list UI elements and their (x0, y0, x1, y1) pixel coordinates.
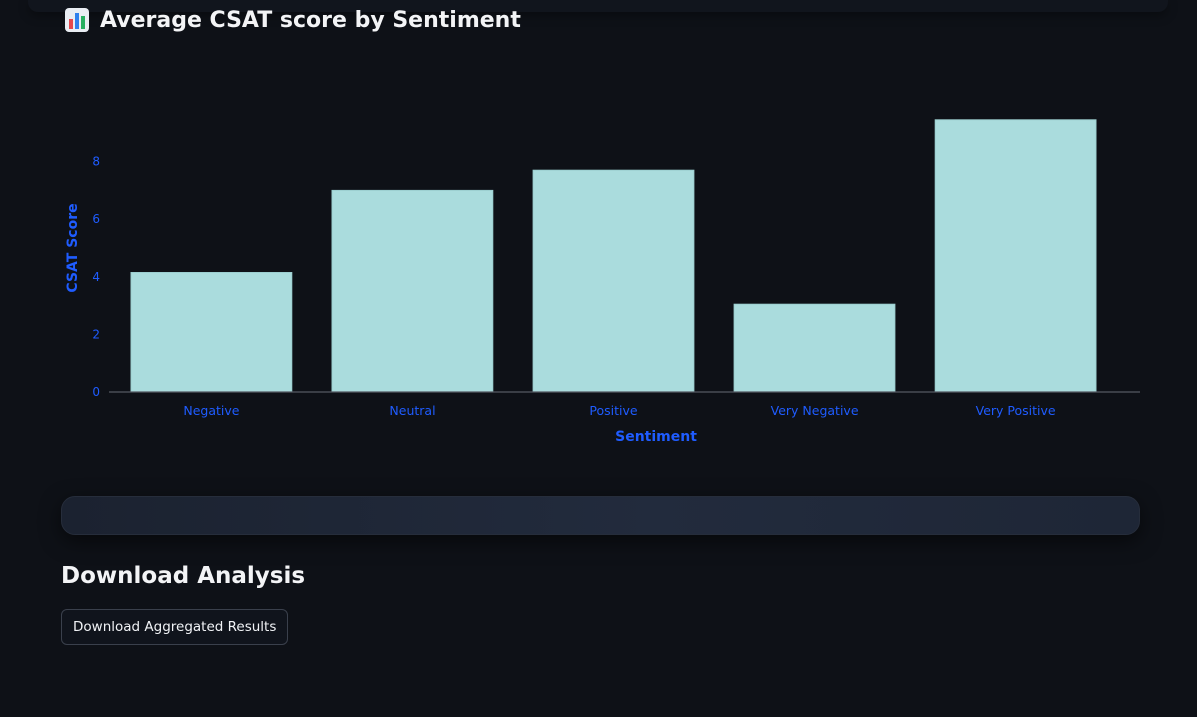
x-tick-label: Very Positive (976, 403, 1056, 418)
bar-chart-icon (64, 7, 90, 33)
bar-very-negative (733, 303, 896, 393)
y-tick-label: 2 (92, 327, 100, 341)
y-tick-label: 6 (92, 212, 100, 226)
bar-negative (130, 272, 293, 393)
x-tick-label: Very Negative (771, 403, 859, 418)
x-tick-label: Neutral (389, 403, 435, 418)
section-heading-download: Download Analysis (61, 563, 306, 589)
chart-container: Negative Neutral Positive Very Negative Very… (65, 119, 1140, 445)
top-bar (28, 0, 1168, 12)
empty-card (61, 496, 1140, 535)
x-tick-label: Negative (183, 403, 239, 418)
y-tick-label: 0 (92, 385, 100, 399)
download-aggregated-results-button[interactable]: Download Aggregated Results (61, 609, 289, 645)
bar-positive (532, 169, 695, 393)
x-tick-label: Positive (589, 403, 637, 418)
y-axis-title: CSAT Score (65, 203, 81, 292)
y-tick-label: 8 (92, 155, 100, 169)
bar-chart: Negative Neutral Positive Very Negative Very… (65, 119, 1140, 445)
y-tick-label: 4 (92, 270, 100, 284)
page-title-text: Average CSAT score by Sentiment (100, 7, 521, 33)
x-axis-title: Sentiment (615, 429, 697, 445)
bar-very-positive (934, 119, 1097, 393)
bar-neutral (331, 189, 494, 393)
page-title: Average CSAT score by Sentiment (64, 4, 521, 36)
